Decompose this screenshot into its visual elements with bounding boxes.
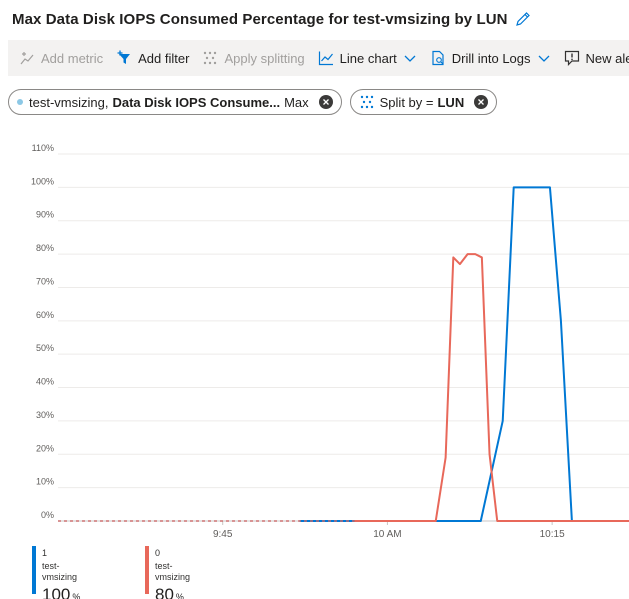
add-filter-label: Add filter <box>138 50 190 66</box>
line-chart-icon <box>317 49 335 67</box>
y-tick-label: 70% <box>36 276 54 286</box>
y-tick-label: 50% <box>36 343 54 353</box>
y-tick-label: 110% <box>32 143 54 153</box>
metric-dot-icon <box>17 99 23 105</box>
y-tick-label: 0% <box>41 510 54 520</box>
close-icon[interactable] <box>474 95 489 109</box>
legend-unit: % <box>175 592 184 599</box>
split-by-value: LUN <box>437 94 465 110</box>
y-tick-label: 20% <box>36 443 54 453</box>
line-chart[interactable]: 110% 100% 90% 80% 70% 60% 50% 40% 30% 20% 10% 0% 9:… <box>0 140 629 540</box>
x-tick-label: 9:45 <box>213 529 233 540</box>
y-tick-label: 90% <box>36 210 54 220</box>
chevron-down-icon <box>537 51 551 65</box>
y-tick-label: 80% <box>36 243 54 253</box>
legend-unit: % <box>72 592 81 599</box>
y-tick-label: 60% <box>36 310 54 320</box>
y-tick-label: 30% <box>36 410 54 420</box>
y-tick-label: 100% <box>31 176 54 186</box>
series-0-line[interactable] <box>354 253 629 522</box>
page-title: Max Data Disk IOPS Consumed Percentage f… <box>12 10 508 28</box>
legend-series-index: 0 <box>155 548 161 558</box>
chevron-down-icon <box>403 51 417 65</box>
logs-icon <box>429 49 447 67</box>
pencil-edit-icon[interactable] <box>514 10 532 28</box>
new-alert-rule-button[interactable]: New alert rule <box>557 44 629 72</box>
splitting-icon <box>201 49 219 67</box>
apply-splitting-button[interactable]: Apply splitting <box>195 44 310 72</box>
drill-into-logs-label: Drill into Logs <box>451 50 531 66</box>
drill-into-logs-dropdown[interactable]: Drill into Logs <box>423 44 557 72</box>
close-icon[interactable] <box>318 95 333 109</box>
add-metric-button[interactable]: Add metric <box>12 44 109 72</box>
add-metric-icon <box>18 49 36 67</box>
chart-title-row: Max Data Disk IOPS Consumed Percentage f… <box>12 8 532 30</box>
legend-series-resource: test-vmsizing <box>155 561 191 582</box>
new-alert-rule-label: New alert rule <box>585 50 629 66</box>
series-1-line[interactable] <box>299 186 629 522</box>
alert-icon <box>563 49 581 67</box>
apply-splitting-label: Apply splitting <box>224 50 305 66</box>
metric-pill-resource: test-vmsizing, <box>29 94 109 110</box>
split-by-icon <box>359 94 375 110</box>
x-tick-label: 10 AM <box>373 529 401 540</box>
legend-series-index: 1 <box>42 548 48 558</box>
add-metric-label: Add metric <box>41 50 104 66</box>
chart-toolbar: Add metric Add filter Apply splitting Li… <box>8 40 629 76</box>
filter-icon <box>115 49 133 67</box>
split-by-pill[interactable]: Split by = LUN <box>349 89 498 115</box>
x-tick-label: 10:15 <box>540 529 565 540</box>
metric-pill-name: Data Disk IOPS Consume... <box>112 94 281 110</box>
line-chart-dropdown[interactable]: Line chart <box>311 44 423 72</box>
legend-value: 100 <box>42 585 71 599</box>
y-tick-label: 40% <box>36 377 54 387</box>
legend-value: 80 <box>155 585 174 599</box>
legend-item-1[interactable]: 1 test-vmsizing 100% <box>32 546 80 599</box>
metric-pill[interactable]: test-vmsizing, Data Disk IOPS Consume...… <box>8 89 342 115</box>
legend-series-resource: test-vmsizing <box>42 561 78 582</box>
split-by-prefix: Split by = <box>379 94 434 110</box>
metric-pill-aggregation: Max <box>284 94 309 110</box>
chart-pills: test-vmsizing, Data Disk IOPS Consume...… <box>8 89 505 115</box>
legend-item-0[interactable]: 0 test-vmsizing 80% <box>145 546 191 599</box>
add-filter-button[interactable]: Add filter <box>109 44 195 72</box>
line-chart-label: Line chart <box>339 50 397 66</box>
y-tick-label: 10% <box>36 477 54 487</box>
